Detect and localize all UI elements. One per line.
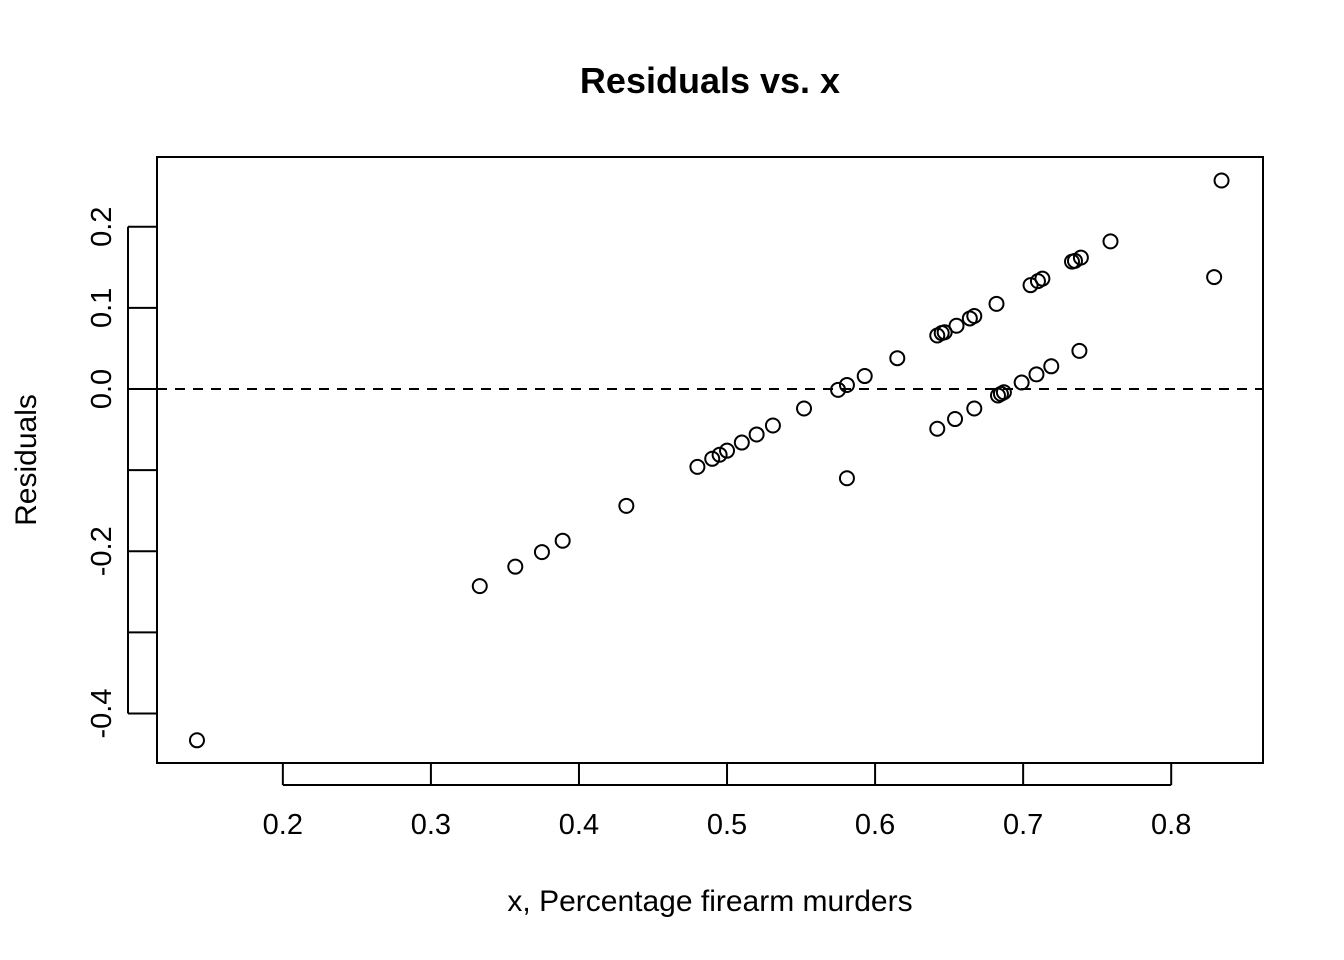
data-point [889, 350, 906, 367]
x-tick-label: 0.7 [1003, 809, 1043, 841]
data-point [988, 295, 1005, 312]
data-point [1013, 374, 1030, 391]
data-point [507, 558, 524, 575]
x-tick-label: 0.2 [263, 809, 303, 841]
y-tick-label: -0.4 [86, 689, 118, 739]
data-point [733, 434, 750, 451]
data-point [471, 578, 488, 595]
data-point [533, 544, 550, 561]
data-point [856, 368, 873, 385]
data-point [1206, 269, 1223, 286]
data-point [936, 324, 953, 341]
chart-title: Residuals vs. x [580, 60, 840, 101]
data-point [1028, 366, 1045, 383]
data-point [1072, 249, 1089, 266]
data-point [689, 458, 706, 475]
y-tick-label: 0.0 [86, 369, 118, 409]
x-axis: 0.2 0.3 0.4 0.5 0.6 0.7 0.8 [263, 763, 1191, 841]
data-point [830, 381, 847, 398]
data-point [764, 417, 781, 434]
data-point [966, 308, 983, 325]
data-point [188, 732, 205, 749]
data-point [796, 400, 813, 417]
data-point [618, 497, 635, 514]
data-point [948, 317, 965, 334]
x-tick-label: 0.6 [855, 809, 895, 841]
data-point [719, 442, 736, 459]
data-point [947, 411, 964, 428]
data-point [966, 400, 983, 417]
data-point [838, 376, 855, 393]
y-tick-label: 0.1 [86, 288, 118, 328]
x-axis-label: x, Percentage firearm murders [507, 885, 912, 918]
data-point [1034, 270, 1051, 287]
data-point [748, 426, 765, 443]
data-point [929, 420, 946, 437]
data-points [188, 172, 1230, 749]
y-axis: -0.4 -0.2 0.0 0.1 0.2 [86, 207, 157, 739]
data-point [1213, 172, 1230, 189]
plot-area-border [156, 156, 1264, 764]
x-tick-label: 0.3 [411, 809, 451, 841]
x-tick-label: 0.5 [707, 809, 747, 841]
data-point [1071, 342, 1088, 359]
data-point [1043, 358, 1060, 375]
y-tick-label: -0.2 [86, 526, 118, 576]
x-tick-label: 0.4 [559, 809, 599, 841]
data-point [995, 384, 1012, 401]
data-point [554, 532, 571, 549]
data-point [1102, 233, 1119, 250]
y-axis-label: Residuals [10, 394, 43, 526]
y-tick-label: 0.2 [86, 207, 118, 247]
data-point [838, 470, 855, 487]
x-tick-label: 0.8 [1151, 809, 1191, 841]
